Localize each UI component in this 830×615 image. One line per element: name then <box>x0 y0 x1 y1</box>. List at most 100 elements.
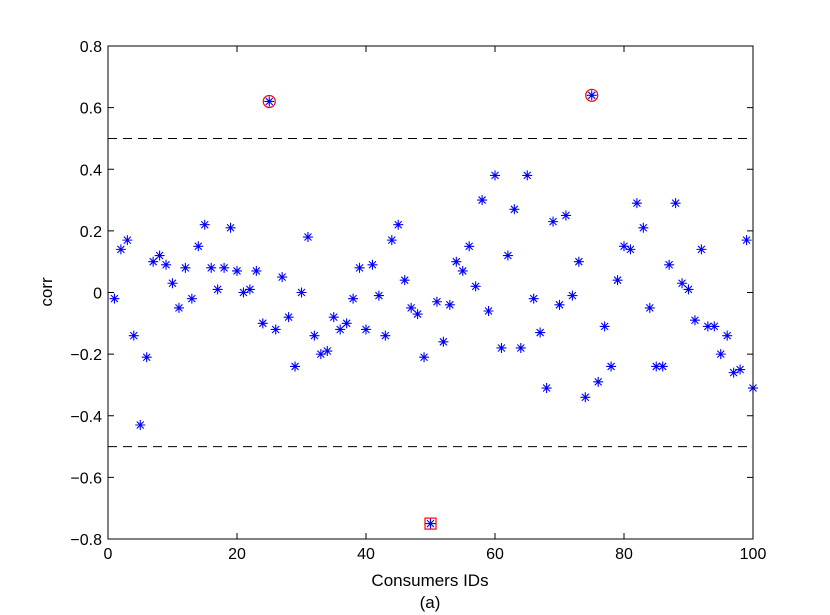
y-tick-label: 0.8 <box>80 39 102 56</box>
data-point <box>290 361 301 372</box>
data-point <box>715 349 726 360</box>
data-point <box>515 342 526 353</box>
data-point <box>406 302 417 313</box>
data-point <box>238 287 249 298</box>
data-point <box>548 216 559 227</box>
data-point <box>599 321 610 332</box>
data-point <box>464 241 475 252</box>
data-point <box>251 265 262 276</box>
highlight-circle <box>262 94 276 109</box>
data-point <box>412 309 423 320</box>
data-point <box>393 219 404 230</box>
data-point <box>560 210 571 221</box>
data-point <box>328 312 339 323</box>
figure-caption: (a) <box>420 593 441 612</box>
data-point <box>180 262 191 273</box>
data-point <box>477 195 488 206</box>
data-point <box>399 275 410 286</box>
highlight-circle <box>585 88 599 102</box>
data-point <box>638 222 649 233</box>
data-point <box>199 219 210 230</box>
data-point <box>535 327 546 338</box>
data-point <box>122 235 133 246</box>
data-point <box>212 284 223 295</box>
data-point <box>735 364 746 375</box>
data-point <box>361 324 371 335</box>
x-tick-label: 80 <box>615 546 633 563</box>
data-point <box>470 281 481 292</box>
data-point <box>148 256 159 267</box>
y-tick-label: −0.4 <box>70 409 102 426</box>
x-tick-label: 40 <box>357 546 375 563</box>
data-point <box>541 383 552 394</box>
data-point <box>219 262 230 273</box>
data-point <box>206 262 217 273</box>
data-point <box>657 361 668 372</box>
data-point <box>451 256 462 267</box>
data-point <box>580 392 591 403</box>
data-point <box>457 265 468 276</box>
data-point <box>528 293 539 304</box>
data-point <box>702 321 713 332</box>
data-point <box>677 278 688 289</box>
data-point <box>651 361 662 372</box>
highlighted-points <box>262 88 599 530</box>
data-point <box>386 235 397 246</box>
data-point <box>425 518 436 529</box>
data-point <box>438 336 449 347</box>
data-point <box>496 342 507 353</box>
data-point <box>373 290 384 301</box>
data-point <box>109 293 120 304</box>
data-point <box>380 330 391 341</box>
y-axis-label: corr <box>37 277 56 307</box>
data-point <box>625 244 636 255</box>
data-point <box>277 272 288 283</box>
data-point <box>173 302 184 313</box>
data-point <box>419 352 430 363</box>
data-point <box>567 290 578 301</box>
data-point <box>335 324 346 335</box>
data-point <box>709 321 720 332</box>
data-point <box>631 198 642 209</box>
y-tick-label: 0 <box>93 286 102 303</box>
data-point <box>483 305 494 316</box>
data-point <box>264 96 275 107</box>
data-point <box>128 330 139 341</box>
data-point <box>683 284 694 295</box>
data-point <box>431 296 442 307</box>
x-axis-ticks: 0 20 40 60 80 100 <box>104 46 766 563</box>
highlight-square <box>424 517 437 530</box>
data-point <box>612 275 623 286</box>
data-point <box>593 376 604 387</box>
data-point <box>309 330 320 341</box>
data-point <box>270 324 281 335</box>
data-point <box>573 256 584 267</box>
data-point <box>502 250 513 261</box>
y-tick-label: −0.8 <box>70 532 102 549</box>
data-point <box>644 302 655 313</box>
data-point <box>586 90 597 101</box>
y-tick-label: −0.6 <box>70 470 102 487</box>
y-tick-label: 0.2 <box>80 224 102 241</box>
data-point <box>154 250 165 261</box>
data-point <box>135 419 146 430</box>
data-point <box>283 312 294 323</box>
data-point <box>696 244 707 255</box>
data-point <box>115 244 126 255</box>
data-point <box>522 170 533 181</box>
data-point <box>322 346 333 357</box>
plot-area <box>108 46 753 539</box>
data-point <box>186 293 197 304</box>
data-point <box>619 241 629 252</box>
data-point <box>741 235 752 246</box>
data-point <box>348 293 359 304</box>
data-point <box>367 259 378 270</box>
data-point <box>193 241 204 252</box>
y-axis-ticks: −0.8 −0.6 −0.4 −0.2 0 0.2 0.4 0.6 0.8 <box>70 39 753 549</box>
data-point <box>554 299 565 310</box>
data-point <box>664 259 675 270</box>
data-point <box>728 367 739 378</box>
x-tick-label: 60 <box>486 546 504 563</box>
